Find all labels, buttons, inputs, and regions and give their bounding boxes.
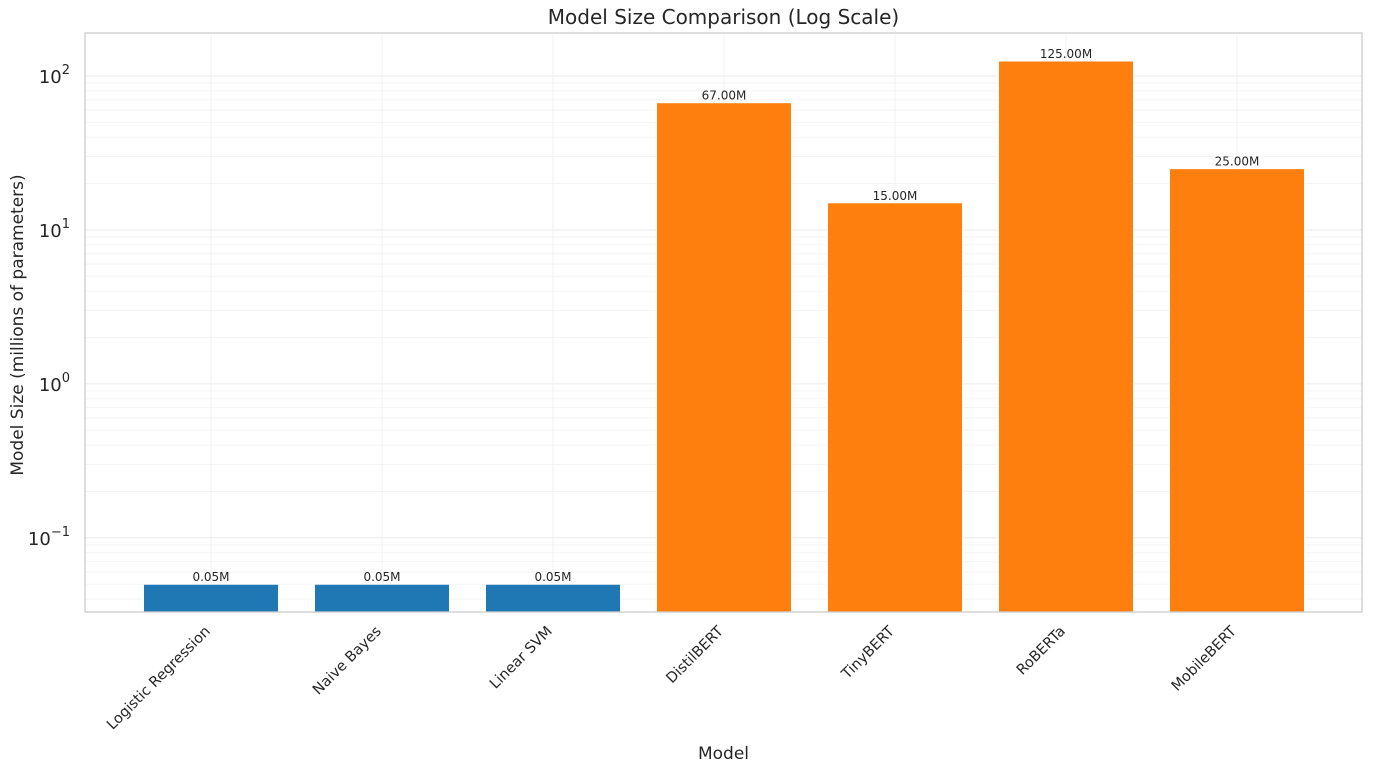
y-tick-base: 10 (39, 375, 62, 396)
y-tick-exponent: 0 (62, 371, 70, 386)
x-axis-ticks: Logistic Regression Naive Bayes Linear SVM… (104, 623, 1240, 733)
bar-naive-bayes (314, 583, 450, 613)
x-tick-label: RoBERTa (1014, 624, 1069, 679)
data-label: 0.05M (534, 570, 571, 584)
bar-roberta (998, 60, 1134, 613)
y-tick-label: 101 (39, 217, 70, 242)
bar-logistic-regression (143, 583, 279, 613)
x-axis-label: Model (698, 744, 749, 764)
y-axis-label: Model Size (millions of parameters) (8, 174, 28, 475)
x-tick-label: Logistic Regression (104, 624, 214, 734)
y-tick-base: 10 (39, 67, 62, 88)
y-tick-base: 10 (39, 221, 62, 242)
bar-mobilebert (1169, 168, 1305, 613)
data-label: 0.05M (192, 570, 229, 584)
data-label: 15.00M (873, 189, 918, 203)
plot-frame (84, 32, 1363, 613)
y-tick-label: 100 (39, 371, 70, 396)
y-tick-exponent: −1 (51, 525, 70, 540)
bar-tinybert (827, 202, 963, 613)
bars (143, 60, 1305, 613)
x-tick-label: Naive Bayes (310, 624, 385, 699)
bar-distilbert (656, 102, 792, 613)
y-tick-base: 10 (28, 529, 51, 550)
data-labels: 0.05M 0.05M 0.05M 67.00M 15.00M 125.00M 25.00M (192, 47, 1259, 584)
data-label: 67.00M (702, 89, 747, 103)
y-tick-label: 102 (39, 63, 70, 88)
bar-linear-svm (485, 583, 621, 613)
x-tick-label: MobileBERT (1169, 623, 1240, 694)
data-label: 25.00M (1215, 155, 1260, 169)
data-label: 0.05M (363, 570, 400, 584)
x-tick-label: DistilBERT (664, 623, 727, 686)
x-tick-label: TinyBERT (838, 623, 898, 683)
data-label: 125.00M (1040, 47, 1092, 61)
y-tick-label: 10−1 (28, 525, 70, 550)
chart-title: Model Size Comparison (Log Scale) (548, 5, 899, 29)
x-tick-label: Linear SVM (487, 624, 556, 693)
y-tick-exponent: 2 (62, 63, 70, 78)
y-tick-exponent: 1 (62, 217, 70, 232)
